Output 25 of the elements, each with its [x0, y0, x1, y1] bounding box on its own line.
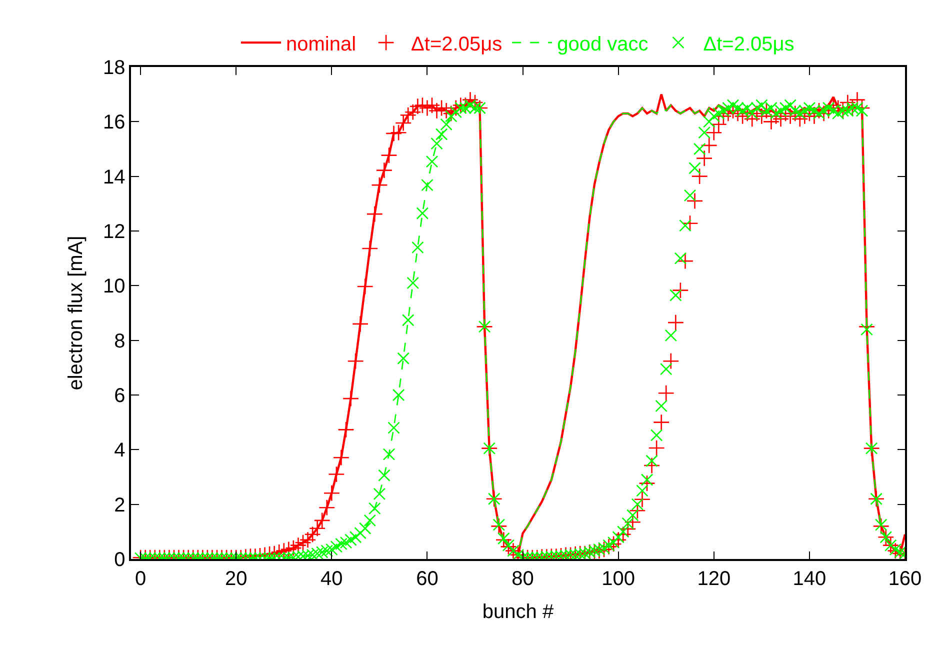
x-axis-title: bunch #: [482, 600, 554, 623]
y-axis-title: electron flux [mA]: [65, 236, 87, 390]
x-tick-label: 20: [224, 568, 248, 590]
legend-label: Δt=2.05μs: [703, 33, 794, 56]
x-tick-label: 80: [512, 568, 534, 590]
y-tick-label: 2: [114, 494, 126, 516]
y-tick-label: 12: [103, 221, 126, 243]
x-tick-label: 100: [602, 568, 636, 590]
y-tick-label: 6: [114, 385, 126, 407]
x-tick-label: 0: [134, 568, 146, 590]
legend-label: good vacc: [557, 33, 648, 56]
x-tick-label: 140: [792, 568, 826, 590]
y-tick-label: 14: [103, 166, 126, 188]
y-tick-label: 4: [114, 440, 126, 462]
y-tick-label: 18: [103, 57, 126, 79]
x-tick-label: 60: [416, 568, 438, 590]
x-tick-label: 120: [697, 568, 731, 590]
y-tick-label: 10: [103, 276, 126, 298]
y-tick-label: 0: [114, 549, 126, 571]
x-tick-label: 40: [320, 568, 343, 590]
x-tick-label: 160: [888, 568, 922, 590]
y-tick-label: 8: [114, 330, 126, 352]
legend-label: nominal: [286, 33, 356, 56]
y-tick-label: 16: [103, 112, 126, 134]
legend-label: Δt=2.05μs: [411, 33, 502, 56]
